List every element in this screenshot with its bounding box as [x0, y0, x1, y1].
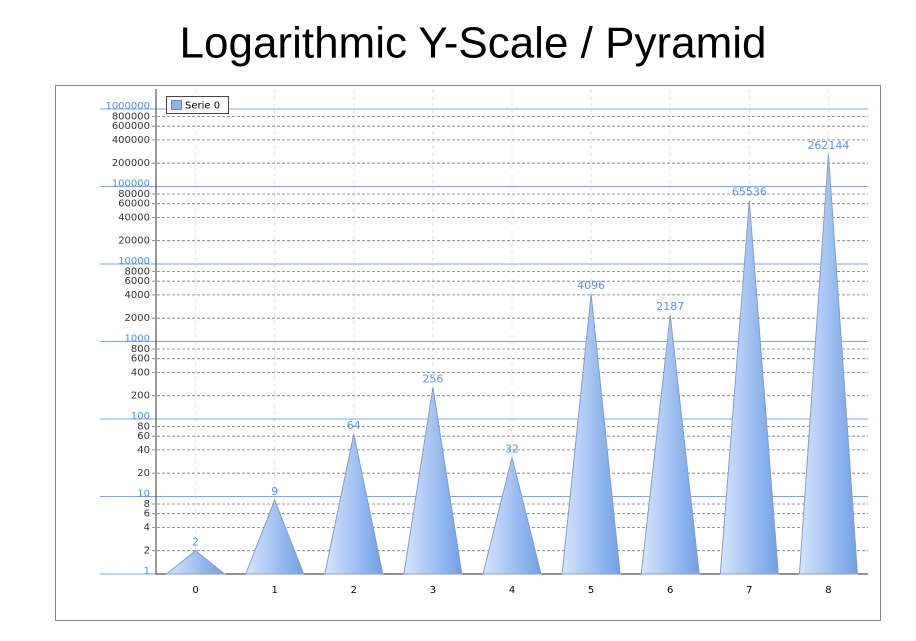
legend-label: Serie 0: [185, 101, 220, 112]
y-tick-label: 10000: [118, 256, 150, 267]
y-tick-label: 200000: [112, 158, 150, 169]
y-tick-label: 80: [137, 422, 150, 433]
y-tick-label: 8: [144, 499, 150, 510]
y-tick-label: 200: [131, 391, 150, 402]
pyramid: [640, 315, 700, 575]
y-tick-label: 10: [137, 489, 150, 500]
data-label: 64: [347, 419, 361, 432]
data-label: 65536: [732, 186, 767, 199]
pyramid: [719, 200, 779, 575]
pyramid: [324, 433, 384, 575]
y-tick-label: 20: [137, 468, 150, 479]
y-tick-label: 6000: [125, 276, 150, 287]
y-tick-label: 4: [144, 522, 150, 533]
x-tick-label: 6: [667, 585, 673, 596]
data-label: 262144: [807, 139, 849, 152]
data-label: 4096: [577, 279, 605, 292]
x-tick-label: 5: [588, 585, 594, 596]
x-tick-label: 4: [509, 585, 515, 596]
y-tick-label: 1000: [125, 334, 150, 345]
y-tick-label: 800000: [112, 112, 150, 123]
x-tick-label: 1: [271, 585, 277, 596]
data-label: 2187: [656, 300, 684, 313]
y-tick-label: 6: [144, 509, 150, 520]
chart-title: Logarithmic Y-Scale / Pyramid: [180, 19, 767, 68]
x-tick-label: 7: [746, 585, 752, 596]
y-tick-label: 100: [131, 411, 150, 422]
pyramid: [403, 387, 463, 575]
pyramid: [482, 457, 542, 575]
y-tick-label: 4000: [125, 290, 150, 301]
y-tick-label: 1000000: [105, 101, 150, 112]
pyramid: [798, 154, 858, 575]
y-tick-label: 60: [137, 431, 150, 442]
x-tick-label: 0: [192, 585, 198, 596]
y-tick-label: 1: [144, 566, 150, 577]
y-tick-label: 60000: [118, 199, 150, 210]
data-label: 2: [192, 536, 199, 549]
y-tick-label: 40: [137, 445, 150, 456]
y-tick-label: 100000: [112, 179, 150, 190]
y-tick-label: 20000: [118, 236, 150, 247]
legend-swatch: [171, 100, 182, 110]
y-tick-label: 400: [131, 367, 150, 378]
pyramid: [244, 498, 305, 575]
data-label: 32: [505, 442, 519, 455]
pyramid: [561, 293, 621, 575]
y-tick-label: 8000: [125, 267, 150, 278]
data-label: 256: [422, 372, 443, 385]
pyramid: [165, 550, 226, 575]
x-tick-label: 8: [825, 585, 831, 596]
y-tick-label: 400000: [112, 135, 150, 146]
y-tick-label: 800: [131, 344, 150, 355]
x-tick-label: 3: [430, 585, 436, 596]
y-tick-label: 600000: [112, 121, 150, 132]
x-tick-label: 2: [351, 585, 357, 596]
y-tick-label: 80000: [118, 189, 150, 200]
y-tick-label: 2000: [125, 313, 150, 324]
data-label: 9: [271, 485, 278, 498]
y-tick-label: 2: [144, 546, 150, 557]
y-tick-label: 600: [131, 354, 150, 365]
y-tick-label: 40000: [118, 212, 150, 223]
